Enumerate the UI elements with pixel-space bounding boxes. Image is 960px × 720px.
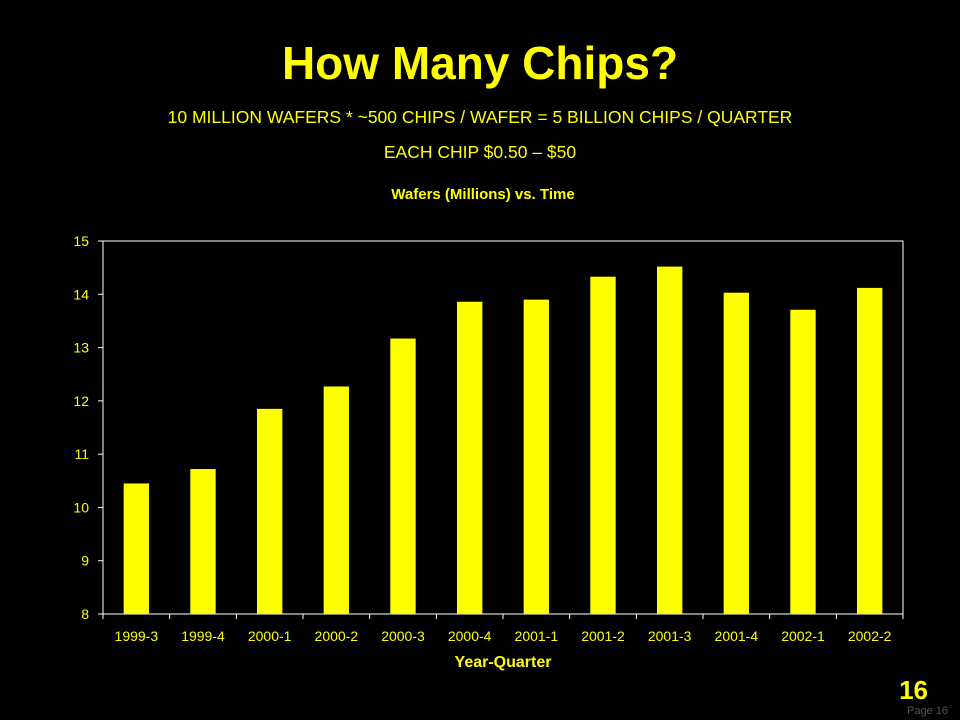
- x-tick-label: 2001-2: [581, 628, 625, 644]
- bar-1999-3: [123, 483, 149, 614]
- x-tick-label: 1999-4: [181, 628, 225, 644]
- bar-2001-3: [657, 266, 683, 614]
- x-axis-label: Year-Quarter: [455, 654, 552, 671]
- bar-2002-2: [857, 287, 883, 614]
- page-label: Page 16: [907, 705, 948, 717]
- bar-2000-3: [390, 338, 416, 614]
- y-tick-label: 8: [81, 606, 89, 622]
- slide-title: How Many Chips?: [281, 37, 679, 89]
- x-tick-label: 2000-1: [248, 628, 292, 644]
- plot-frame: [102, 240, 904, 615]
- bar-2001-2: [590, 276, 616, 614]
- x-tick-label: 2001-3: [648, 628, 692, 644]
- plot-area: 8 9 10 11 12 13 14 15 1999-3 1999-4 2000-1 2000-2 20…: [73, 233, 904, 644]
- y-tick-label: 15: [73, 233, 89, 249]
- y-tick-label: 12: [73, 393, 89, 409]
- slide-number: 16: [899, 675, 928, 705]
- bar-1999-4: [190, 469, 216, 614]
- y-tick-label: 11: [74, 446, 89, 462]
- subtitle-chip-price: EACH CHIP $0.50 – $50: [383, 142, 577, 162]
- x-tick-label: 1999-3: [115, 628, 159, 644]
- x-tick-label: 2000-2: [315, 628, 359, 644]
- x-tick-label: 2001-4: [715, 628, 759, 644]
- bar-2001-4: [723, 292, 749, 614]
- x-tick-label: 2001-1: [515, 628, 559, 644]
- bar-2000-2: [323, 386, 349, 614]
- y-tick-label: 9: [81, 553, 89, 569]
- bar-2002-1: [790, 309, 816, 614]
- x-tick-label: 2002-2: [848, 628, 892, 644]
- y-tick-label: 13: [73, 340, 89, 356]
- y-tick-label: 10: [73, 499, 89, 515]
- x-tick-label: 2002-1: [781, 628, 825, 644]
- chart-title: Wafers (Millions) vs. Time: [391, 186, 574, 203]
- subtitle-wafer-math: 10 MILLION WAFERS * ~500 CHIPS / WAFER =…: [167, 107, 793, 127]
- bar-2001-1: [523, 299, 549, 614]
- bar-2000-1: [257, 408, 283, 614]
- x-tick-label: 2000-3: [381, 628, 425, 644]
- bar-2000-4: [457, 301, 483, 614]
- x-tick-label: 2000-4: [448, 628, 492, 644]
- y-tick-label: 14: [73, 286, 89, 302]
